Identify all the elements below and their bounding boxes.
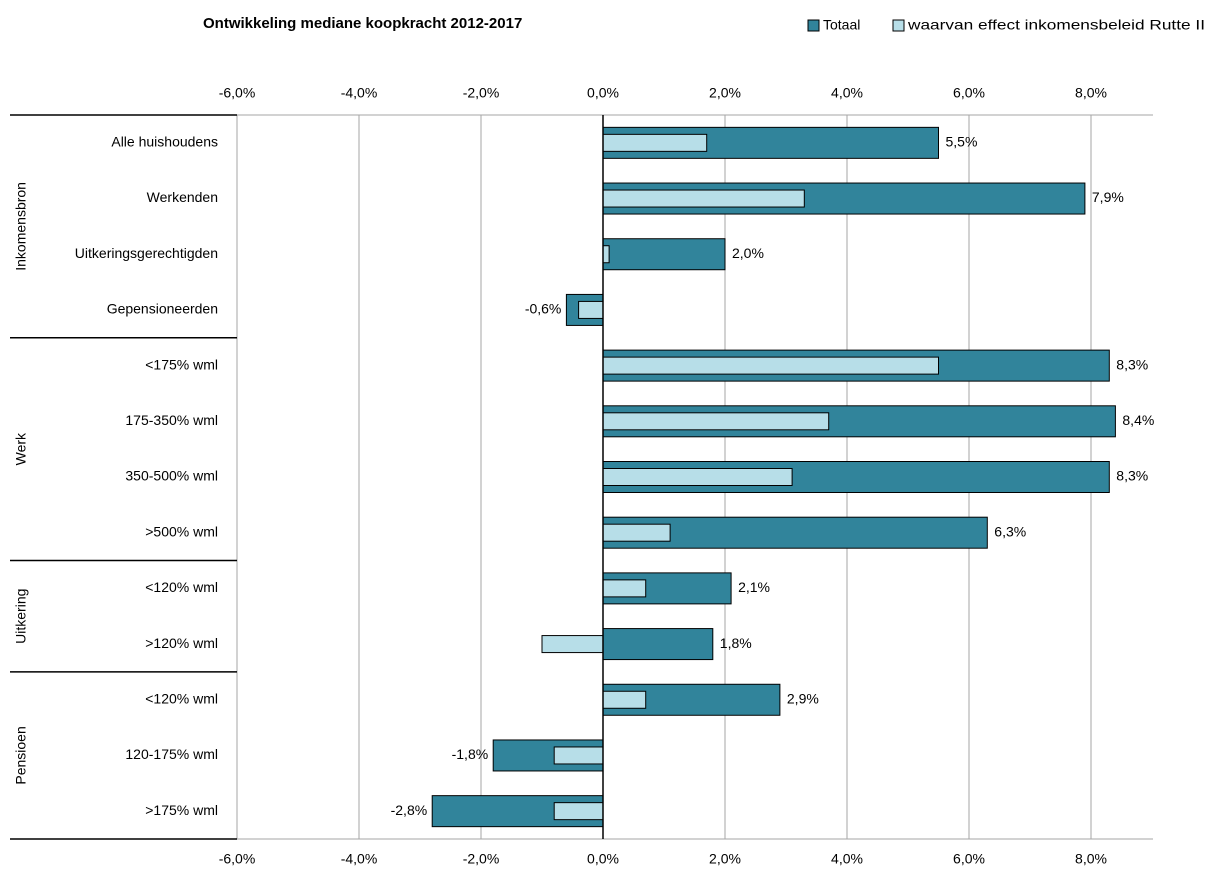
category-label: <175% wml bbox=[145, 356, 218, 372]
x-tick-label-bottom: 0,0% bbox=[587, 851, 619, 867]
x-tick-label-bottom: -6,0% bbox=[219, 851, 256, 867]
x-tick-label-top: -6,0% bbox=[219, 85, 256, 101]
bar-effect-rutte-ii bbox=[579, 301, 603, 318]
x-tick-label-top: -2,0% bbox=[463, 85, 500, 101]
category-label: >500% wml bbox=[145, 523, 218, 539]
x-tick-label-bottom: -2,0% bbox=[463, 851, 500, 867]
x-tick-label-bottom: 6,0% bbox=[953, 851, 985, 867]
bar-effect-rutte-ii bbox=[603, 134, 707, 151]
data-label: 8,3% bbox=[1116, 468, 1148, 484]
x-tick-label-top: 2,0% bbox=[709, 85, 741, 101]
legend-swatch-totaal bbox=[808, 20, 819, 31]
category-label: 175-350% wml bbox=[125, 412, 218, 428]
group-label: Uitkering bbox=[13, 589, 29, 644]
data-label: -1,8% bbox=[452, 746, 489, 762]
data-label: 2,9% bbox=[787, 690, 819, 706]
data-label: 1,8% bbox=[720, 635, 752, 651]
category-label: 120-175% wml bbox=[125, 746, 218, 762]
bar-effect-rutte-ii bbox=[603, 246, 609, 263]
data-label: 8,3% bbox=[1116, 356, 1148, 372]
x-tick-label-top: 4,0% bbox=[831, 85, 863, 101]
x-tick-label-top: 0,0% bbox=[587, 85, 619, 101]
bar-effect-rutte-ii bbox=[603, 413, 829, 430]
data-label: 2,0% bbox=[732, 245, 764, 261]
bar-effect-rutte-ii bbox=[603, 580, 646, 597]
bar-effect-rutte-ii bbox=[603, 524, 670, 541]
bar-effect-rutte-ii bbox=[603, 357, 939, 374]
legend-label-totaal: Totaal bbox=[823, 17, 860, 33]
bar-effect-rutte-ii bbox=[603, 190, 804, 207]
bar-effect-rutte-ii bbox=[554, 747, 603, 764]
x-tick-label-bottom: -4,0% bbox=[341, 851, 378, 867]
data-label: 6,3% bbox=[994, 523, 1026, 539]
bar-effect-rutte-ii bbox=[603, 469, 792, 486]
x-tick-label-top: 8,0% bbox=[1075, 85, 1107, 101]
category-label: Werkenden bbox=[147, 189, 218, 205]
bar-effect-rutte-ii bbox=[603, 691, 646, 708]
bar-effect-rutte-ii bbox=[554, 803, 603, 820]
x-tick-label-bottom: 8,0% bbox=[1075, 851, 1107, 867]
x-tick-label-bottom: 2,0% bbox=[709, 851, 741, 867]
data-label: 8,4% bbox=[1122, 412, 1154, 428]
x-tick-label-bottom: 4,0% bbox=[831, 851, 863, 867]
group-label: Pensioen bbox=[13, 726, 29, 784]
data-label: -2,8% bbox=[391, 802, 428, 818]
category-label: <120% wml bbox=[145, 690, 218, 706]
data-label: 7,9% bbox=[1092, 189, 1124, 205]
x-tick-label-top: 6,0% bbox=[953, 85, 985, 101]
bar-totaal bbox=[603, 239, 725, 270]
category-label: >175% wml bbox=[145, 802, 218, 818]
category-label: Uitkeringsgerechtigden bbox=[75, 245, 218, 261]
data-label: -0,6% bbox=[525, 301, 562, 317]
category-label: <120% wml bbox=[145, 579, 218, 595]
data-label: 2,1% bbox=[738, 579, 770, 595]
x-tick-label-top: -4,0% bbox=[341, 85, 378, 101]
data-label: 5,5% bbox=[946, 134, 978, 150]
group-label: Inkomensbron bbox=[13, 182, 29, 271]
category-label: 350-500% wml bbox=[125, 468, 218, 484]
bar-effect-rutte-ii bbox=[542, 636, 603, 653]
category-label: >120% wml bbox=[145, 635, 218, 651]
legend-swatch-effect bbox=[893, 20, 904, 31]
legend-label-effect: waarvan effect inkomensbeleid Rutte II bbox=[907, 17, 1205, 33]
category-label: Alle huishoudens bbox=[111, 134, 218, 150]
category-label: Gepensioneerden bbox=[107, 301, 218, 317]
group-label: Werk bbox=[13, 432, 29, 465]
bar-totaal bbox=[603, 629, 713, 660]
